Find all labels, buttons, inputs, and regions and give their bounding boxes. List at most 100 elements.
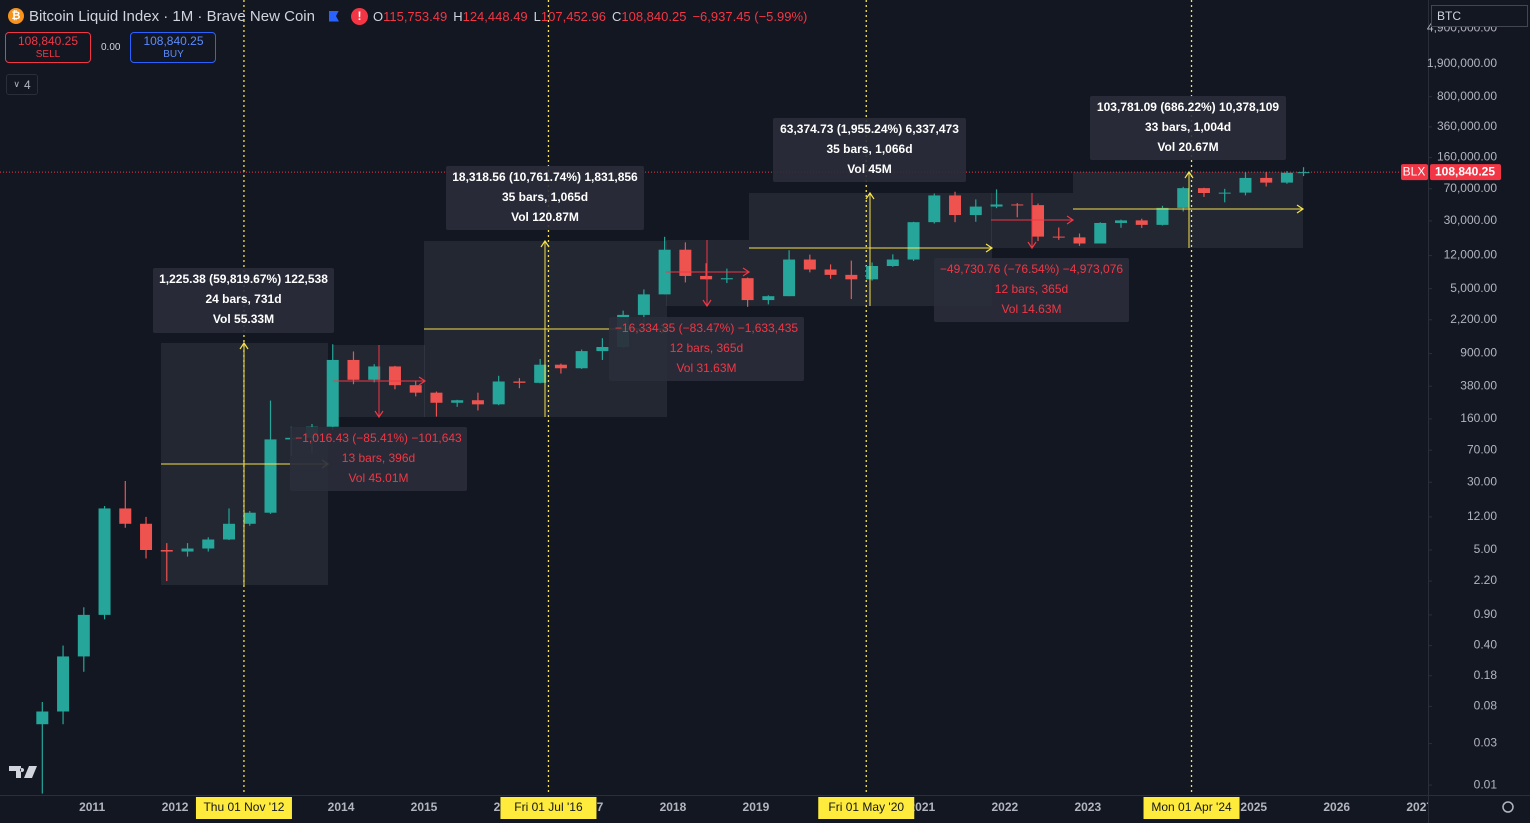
candle-body (513, 381, 526, 383)
candle-body (679, 249, 692, 276)
candle (1052, 227, 1065, 240)
sell-button[interactable]: 108,840.25 SELL (5, 32, 91, 63)
y-tick-label: 0.18 (1474, 668, 1498, 682)
ohlc-key: H (453, 8, 463, 24)
candle-body (700, 275, 713, 280)
x-tick-label: 2027 (1406, 800, 1433, 814)
measure-label-bg (773, 118, 966, 182)
indicators-toggle[interactable]: ∨ 4 (6, 74, 38, 95)
arrow-head (985, 243, 994, 253)
candle-body (430, 392, 443, 403)
flag-icon[interactable] (328, 10, 339, 22)
candle (513, 378, 526, 389)
candle-body (1197, 188, 1210, 193)
candle (202, 537, 215, 552)
y-tick-label: 5.00 (1474, 542, 1498, 556)
measure-label: −16,334.35 (−83.47%) −1,633,435 (615, 321, 798, 335)
symbol-tag-bg (1401, 164, 1428, 181)
candle-body (534, 364, 547, 383)
ohlc-item: H124,448.49 (453, 9, 527, 24)
x-tick-label: 2018 (660, 800, 687, 814)
buy-price: 108,840.25 (143, 33, 204, 48)
candle (866, 262, 879, 281)
measure-label-bg (290, 427, 467, 491)
ohlc-item: L107,452.96 (534, 9, 606, 24)
y-tick-label: 160.00 (1460, 411, 1497, 425)
candle (658, 236, 671, 295)
measure: −1,016.43 (−85.41%) −101,643 13 bars, 396… (290, 345, 467, 491)
candle (575, 349, 588, 369)
y-tick-label: 2.20 (1474, 573, 1498, 587)
candle-body (140, 523, 153, 551)
measure-label: −1,016.43 (−85.41%) −101,643 (295, 431, 462, 445)
ohlc-value: 115,753.49 (383, 8, 448, 24)
plot: 1,225.38 (59,819.67%) 122,538 24 bars, 73… (0, 0, 1428, 795)
ohlc-value: 107,452.96 (540, 8, 606, 24)
measure: −16,334.35 (−83.47%) −1,633,435 12 bars, … (609, 240, 804, 381)
candle-body (57, 656, 70, 712)
candle-body (1177, 188, 1190, 208)
arrow-head (1184, 170, 1194, 179)
candle-body (741, 278, 754, 301)
measure-label: Vol 45.01M (348, 471, 408, 485)
currency-box[interactable]: BTC (1431, 5, 1528, 27)
candle (492, 375, 505, 406)
candle (1114, 219, 1127, 228)
candle (1011, 203, 1024, 218)
measure: 63,374.73 (1,955.24%) 6,337,473 35 bars, … (749, 118, 994, 306)
measure: −49,730.76 (−76.54%) −4,973,076 12 bars, … (934, 193, 1129, 322)
candle-body (202, 539, 215, 549)
candle (741, 277, 754, 307)
measure-label: Vol 20.67M (1157, 140, 1218, 154)
candle (1260, 171, 1273, 187)
candle (762, 295, 775, 305)
candle (471, 392, 484, 411)
last-price-label: 108,840.25 (1435, 164, 1495, 178)
date-highlight (195, 797, 292, 819)
measure-label-bg (153, 268, 334, 333)
candle-body (388, 366, 401, 386)
coin-icon: ₿ (8, 8, 24, 24)
candle-body (98, 508, 111, 615)
candle (990, 189, 1003, 209)
logo (9, 766, 37, 778)
buy-label: BUY (163, 48, 184, 60)
candle-body (1260, 177, 1273, 183)
date-highlight (500, 797, 597, 819)
measure: 1,225.38 (59,819.67%) 122,538 24 bars, 73… (153, 268, 334, 585)
measure-label: 24 bars, 731d (205, 292, 281, 306)
candle (1239, 172, 1252, 196)
candle-body (160, 550, 173, 552)
measure-label: 63,374.73 (1,955.24%) 6,337,473 (780, 122, 959, 136)
ohlc: O115,753.49 H124,448.49 L107,452.96 C108… (373, 9, 686, 24)
candle (803, 254, 816, 273)
candle-body (1011, 204, 1024, 206)
measure-label: 33 bars, 1,004d (1145, 120, 1231, 134)
warning-icon[interactable]: ! (350, 7, 368, 25)
candle (949, 191, 962, 223)
y-tick-label: 30,000.00 (1444, 213, 1498, 227)
y-tick-label: 2,200.00 (1450, 312, 1497, 326)
measure-label: Vol 14.63M (1001, 302, 1061, 316)
y-tick-label: 5,000.00 (1450, 281, 1497, 295)
x-tick-label: 2025 (1240, 800, 1267, 814)
candle-body (471, 400, 484, 405)
candle (845, 260, 858, 300)
candle-body (223, 523, 236, 540)
y-tick-label: 380.00 (1460, 378, 1497, 392)
candle-body (1094, 222, 1107, 244)
date-highlight-label: Fri 01 Jul '16 (514, 800, 583, 814)
last-price-bg (1430, 164, 1501, 181)
buy-button[interactable]: 108,840.25 BUY (130, 32, 217, 63)
y-tick-label: 12,000.00 (1444, 248, 1498, 262)
symbol-title[interactable]: Bitcoin Liquid Index · 1M · Brave New Co… (29, 7, 315, 25)
arrow-head (418, 376, 427, 386)
y-tick-label: 0.03 (1474, 736, 1498, 750)
candle-body (720, 278, 733, 280)
sell-label: SELL (35, 48, 61, 60)
candle (1073, 233, 1086, 246)
measure-label-bg (609, 317, 804, 381)
candle-body (907, 222, 920, 260)
candle-body (1297, 172, 1310, 174)
candle-body (990, 204, 1003, 207)
